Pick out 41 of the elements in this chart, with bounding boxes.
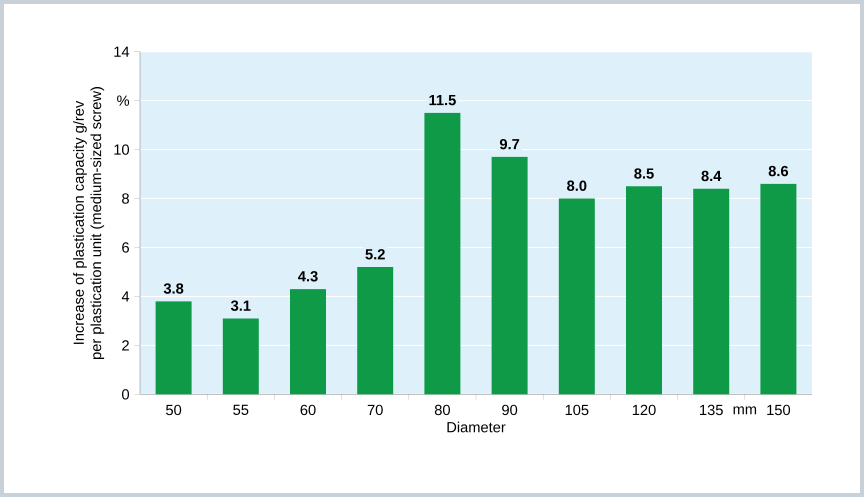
bar bbox=[424, 112, 460, 394]
data-label: 8.0 bbox=[567, 180, 586, 191]
bar bbox=[558, 198, 595, 394]
y-tick-label: 10 bbox=[114, 144, 130, 155]
x-tick-label: 50 bbox=[166, 404, 182, 416]
x-tick-label: 90 bbox=[502, 404, 518, 416]
data-label: 3.8 bbox=[164, 283, 184, 294]
x-tick-label: 80 bbox=[434, 404, 450, 416]
data-label: 5.2 bbox=[365, 249, 385, 260]
y-tick-label: 8 bbox=[122, 193, 129, 204]
data-label: 8.4 bbox=[701, 170, 722, 182]
x-tick-label: 70 bbox=[368, 404, 383, 416]
bar bbox=[492, 156, 528, 394]
data-label: 8.6 bbox=[768, 166, 788, 176]
bar bbox=[156, 301, 192, 394]
y-tick-label: % bbox=[117, 96, 130, 106]
x-axis-title: Diameter bbox=[447, 422, 506, 432]
bar bbox=[290, 289, 326, 394]
y-tick-label: 0 bbox=[122, 389, 130, 400]
x-tick-label: 60 bbox=[300, 404, 316, 416]
data-label: 3.1 bbox=[230, 300, 251, 311]
data-label: 8.5 bbox=[634, 168, 654, 179]
y-tick-label: 4 bbox=[122, 291, 130, 302]
bar bbox=[222, 318, 259, 394]
x-tick-label: 120 bbox=[632, 404, 656, 416]
bar bbox=[357, 267, 394, 394]
data-label: 4.3 bbox=[298, 271, 318, 282]
data-label: 11.5 bbox=[429, 95, 456, 106]
y-axis-title: Increase of plastication capacity g/rev per plastication unit (medium-sized screw) bbox=[73, 87, 104, 359]
bar bbox=[693, 188, 730, 394]
data-label: 9.7 bbox=[500, 138, 520, 150]
x-tick-label: 105 bbox=[566, 404, 588, 416]
y-tick-label: 6 bbox=[122, 242, 129, 253]
x-tick-label: 55 bbox=[233, 404, 248, 415]
bar bbox=[626, 186, 662, 394]
text: mm bbox=[734, 406, 756, 414]
bar bbox=[760, 184, 796, 394]
x-tick-label: 135 bbox=[700, 404, 723, 416]
y-tick-label: 2 bbox=[122, 340, 129, 351]
x-tick-label: 150 bbox=[767, 404, 790, 416]
y-tick-label: 14 bbox=[114, 46, 130, 57]
